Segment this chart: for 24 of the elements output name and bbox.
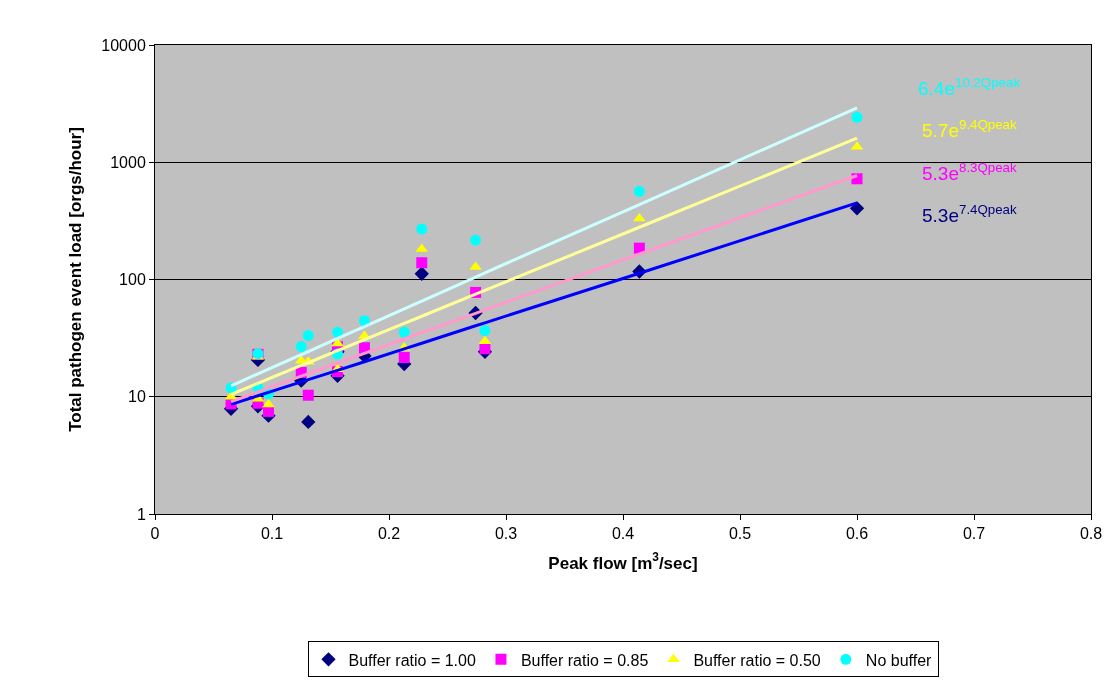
annotation: 5.3e$^{8.3Qpeak}$ xyxy=(922,160,1017,184)
x-tick-label: 0.5 xyxy=(728,525,752,543)
x-tick-label: 0.1 xyxy=(260,525,284,543)
legend-label: No buffer xyxy=(865,651,933,669)
legend-label: Buffer ratio = 0.85 xyxy=(520,651,649,669)
x-tick-label: 0.7 xyxy=(962,525,986,543)
y-tick-label: 10 xyxy=(128,388,146,406)
annotation: 6.4e$^{10.2Qpeak}$ xyxy=(918,75,1021,99)
annotation: 5.7e$^{9.4Qpeak}$ xyxy=(922,117,1017,141)
annotation: 5.3e$^{7.4Qpeak}$ xyxy=(922,202,1017,226)
y-tick-label: 10000 xyxy=(101,36,146,54)
x-tick-label: 0.2 xyxy=(377,525,401,543)
x-tick-label: 0.3 xyxy=(494,525,518,543)
y-tick-label: 1 xyxy=(136,505,146,523)
x-tick-label: 0.4 xyxy=(611,525,635,543)
y-axis-title: Total pathogen event load [orgs/hour] xyxy=(65,127,85,432)
y-tick-label: 1000 xyxy=(110,153,146,171)
legend-label: Buffer ratio = 0.50 xyxy=(693,651,821,669)
x-tick-label: 0 xyxy=(150,525,160,543)
y-tick-label: 100 xyxy=(119,271,146,289)
x-tick-label: 0.6 xyxy=(845,525,869,543)
x-tick-label: 0.8 xyxy=(1079,525,1103,543)
x-axis-title: Peak flow [m$^{3}$/sec] xyxy=(548,550,698,573)
legend-label: Buffer ratio = 1.00 xyxy=(348,651,476,669)
